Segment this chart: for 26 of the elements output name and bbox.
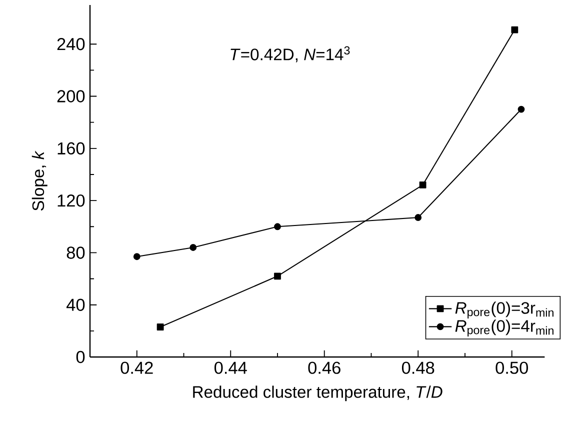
x-tick-label: 0.42: [120, 362, 153, 374]
legend-label: R$_{pore}$(0)=3r$_{min}$: [455, 302, 554, 318]
y-axis-title: Slope, k: [32, 150, 48, 211]
point: [419, 181, 426, 188]
x-tick-label: 0.50: [496, 362, 528, 374]
y-tick-label: 160: [58, 142, 85, 155]
y-tick-label: 120: [58, 194, 85, 207]
x-tick-label: 0.44: [214, 362, 247, 374]
x-axis-title: Reduced cluster temperature, T/D: [193, 386, 442, 402]
point: [511, 26, 518, 34]
point: [190, 244, 197, 251]
point: [518, 106, 525, 113]
y-tick-label: 40: [66, 298, 85, 311]
point: [414, 214, 422, 221]
point: [274, 272, 281, 280]
point: [133, 253, 140, 260]
x-tick-label: 0.48: [402, 362, 434, 374]
point: [274, 223, 281, 230]
y-tick-label: 0: [76, 350, 85, 364]
y-tick-label: 240: [57, 38, 85, 50]
legend-label: R$_{pore}$(0)=4r$_{min}$: [455, 320, 554, 336]
y-tick-label: 200: [57, 90, 85, 102]
x-tick-label: 0.46: [308, 362, 340, 374]
y-tick-label: 80: [66, 246, 85, 259]
annotation: T=0.42D, N=14$^{3}$: [230, 46, 350, 62]
point: [156, 324, 164, 330]
